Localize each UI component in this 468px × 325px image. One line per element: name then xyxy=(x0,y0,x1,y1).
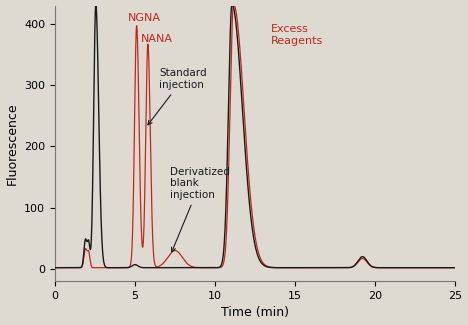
Y-axis label: Fluorescence: Fluorescence xyxy=(6,102,19,185)
Text: NGNA: NGNA xyxy=(128,13,161,23)
X-axis label: Time (min): Time (min) xyxy=(221,306,289,319)
Text: Excess
Reagents: Excess Reagents xyxy=(271,24,323,46)
Text: Derivatized
blank
injection: Derivatized blank injection xyxy=(170,167,230,252)
Text: Standard
injection: Standard injection xyxy=(148,68,207,125)
Text: NANA: NANA xyxy=(141,33,173,44)
